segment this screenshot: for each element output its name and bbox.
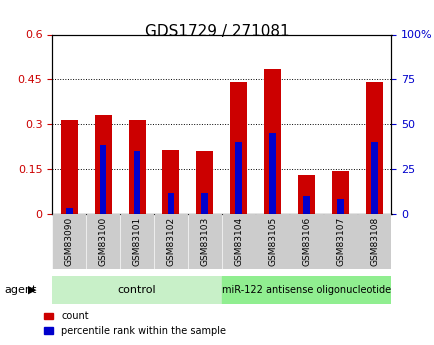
Bar: [162, 150, 179, 214]
Bar: [358, 214, 390, 269]
Text: GDS1729 / 271081: GDS1729 / 271081: [145, 24, 289, 39]
Bar: [52, 276, 221, 304]
Bar: [235, 142, 242, 214]
Bar: [53, 214, 85, 269]
Bar: [230, 82, 247, 214]
Text: miR-122 antisense oligonucleotide: miR-122 antisense oligonucleotide: [222, 285, 390, 295]
Text: GSM83104: GSM83104: [234, 217, 243, 266]
Bar: [264, 69, 281, 214]
Bar: [167, 193, 174, 214]
Bar: [332, 170, 348, 214]
Bar: [155, 214, 187, 269]
Bar: [61, 120, 78, 214]
Bar: [336, 199, 343, 214]
Bar: [365, 82, 382, 214]
Bar: [298, 175, 314, 214]
Bar: [221, 276, 391, 304]
Text: GSM83101: GSM83101: [132, 217, 141, 266]
Bar: [256, 214, 288, 269]
Bar: [269, 133, 276, 214]
Bar: [188, 214, 220, 269]
Text: control: control: [118, 285, 156, 295]
Bar: [121, 214, 153, 269]
Text: GSM83105: GSM83105: [268, 217, 276, 266]
Text: GSM83100: GSM83100: [99, 217, 107, 266]
Bar: [95, 115, 111, 214]
Text: GSM83107: GSM83107: [335, 217, 344, 266]
Bar: [324, 214, 356, 269]
Text: agent: agent: [4, 285, 36, 295]
Bar: [196, 151, 213, 214]
Bar: [87, 214, 119, 269]
Bar: [302, 196, 309, 214]
Text: GSM83090: GSM83090: [65, 217, 73, 266]
Text: GSM83102: GSM83102: [166, 217, 175, 266]
Text: ▶: ▶: [28, 285, 37, 295]
Bar: [290, 214, 322, 269]
Bar: [222, 214, 254, 269]
Bar: [128, 120, 145, 214]
Bar: [133, 151, 140, 214]
Text: GSM83106: GSM83106: [302, 217, 310, 266]
Bar: [201, 193, 208, 214]
Text: GSM83108: GSM83108: [369, 217, 378, 266]
Bar: [66, 208, 72, 214]
Bar: [99, 145, 106, 214]
Legend: count, percentile rank within the sample: count, percentile rank within the sample: [39, 307, 230, 340]
Text: GSM83103: GSM83103: [200, 217, 209, 266]
Bar: [370, 142, 377, 214]
